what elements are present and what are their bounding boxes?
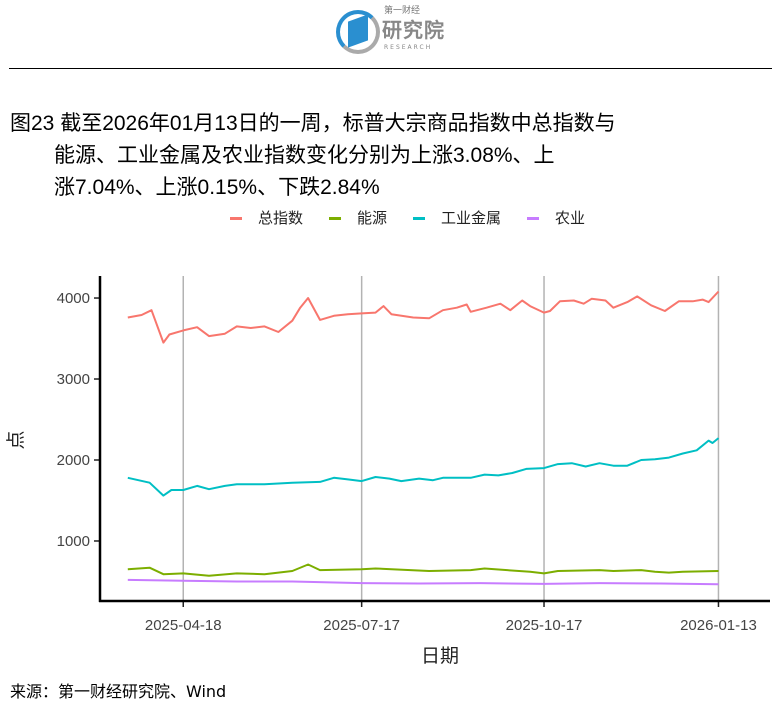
x-tick-label: 2025-07-17 [323,617,400,634]
series-line-2 [127,437,720,497]
y-axis-title: 点 [5,430,27,449]
legend-label: 农业 [555,209,586,227]
title-line-1: 图23 截至2026年01月13日的一周，标普大宗商品指数中总指数与 [10,112,616,135]
chart-legend: 总指数 能源 工业金属 农业 [230,209,611,227]
x-tick-label: 2025-10-17 [506,617,583,634]
y-tick-label: 1000 [57,533,90,550]
legend-label: 工业金属 [441,209,502,227]
x-tick-label: 2025-04-18 [145,617,222,634]
legend-item: 能源 [329,209,387,227]
y-tick-label: 2000 [57,452,90,469]
figure-title: 图23 截至2026年01月13日的一周，标普大宗商品指数中总指数与 能源、工业… [10,108,775,204]
legend-item: 工业金属 [413,209,501,227]
logo: 第一财经 研究院 RESEARCH [336,6,456,58]
x-tick-label: 2026-01-13 [680,617,757,634]
logo-line3: RESEARCH [384,44,433,51]
header-divider [9,68,772,69]
x-axis-title: 日期 [421,645,459,667]
legend-swatch [230,216,242,220]
legend-swatch [413,216,426,220]
legend-label: 总指数 [258,209,304,227]
legend-item: 总指数 [230,209,303,227]
source-note: 来源：第一财经研究院、Wind [10,682,227,701]
y-tick-label: 4000 [57,290,90,307]
legend-swatch [527,216,540,220]
logo-line2: 研究院 [382,18,445,42]
title-line-2: 能源、工业金属及农业指数变化分别为上涨3.08%、上 [54,144,555,167]
series-line-1 [127,563,719,577]
title-line-3: 涨7.04%、上涨0.15%、下跌2.84% [54,176,380,199]
series-line-3 [127,578,719,586]
legend-label: 能源 [357,209,388,227]
legend-swatch [329,216,342,220]
series-line-0 [127,290,720,344]
logo-line1: 第一财经 [384,6,421,16]
y-tick-label: 3000 [57,371,90,388]
legend-item: 农业 [527,209,585,227]
logo-ring-icon [336,10,380,54]
